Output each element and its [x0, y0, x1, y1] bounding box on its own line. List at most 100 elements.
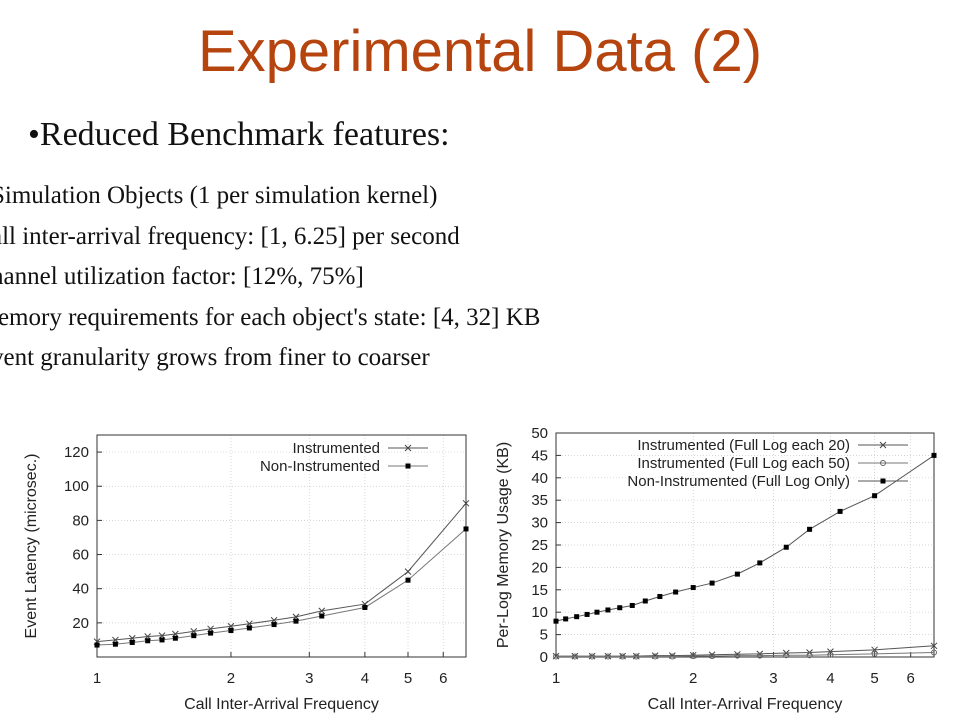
data-point [145, 638, 151, 644]
series-line [556, 652, 935, 658]
data-point [617, 605, 623, 611]
data-point [807, 526, 813, 532]
x-axis-label: Call Inter-Arrival Frequency [648, 696, 843, 713]
x-tick-label: 4 [361, 670, 369, 687]
legend-swatch-marker [404, 444, 412, 452]
data-point [757, 560, 763, 566]
data-point [405, 577, 411, 583]
data-point [404, 568, 412, 575]
series-line [96, 528, 467, 646]
data-point [783, 652, 790, 659]
slide-title: Experimental Data (2) [197, 19, 763, 84]
data-point [734, 652, 741, 659]
y-tick-label: 40 [531, 470, 548, 487]
data-point [642, 598, 648, 604]
x-tick-label: 3 [769, 670, 777, 687]
x-tick-label: 5 [404, 670, 412, 687]
x-tick-label: 1 [93, 670, 101, 687]
series-2 [94, 526, 469, 648]
data-point [931, 649, 937, 656]
y-tick-label: 40 [72, 581, 89, 598]
series-line [96, 502, 467, 643]
legend-label: Instrumented (Full Log each 50) [637, 455, 850, 472]
legend-swatch-marker [405, 463, 411, 469]
bullet-item: lemory requirements for each object's st… [0, 303, 541, 331]
data-point [806, 652, 813, 659]
legend-label: Non-Instrumented (Full Log Only) [627, 473, 850, 490]
y-tick-label: 10 [531, 604, 548, 621]
y-tick-label: 35 [531, 492, 548, 509]
x-tick-label: 3 [305, 670, 313, 687]
data-point [318, 607, 326, 615]
data-point [553, 653, 559, 660]
y-tick-label: 45 [531, 447, 548, 464]
data-point [462, 499, 470, 507]
data-point [652, 653, 659, 660]
y-tick-label: 50 [531, 425, 548, 442]
data-point [208, 630, 214, 636]
slide-subtitle: •Reduced Benchmark features: [28, 116, 450, 153]
plot-frame [96, 434, 467, 658]
data-point [657, 594, 663, 600]
grid-lines [556, 432, 934, 657]
data-point [246, 625, 252, 631]
data-point [756, 652, 763, 659]
legend-label: Instrumented (Full Log each 20) [637, 437, 850, 454]
y-tick-label: 30 [531, 515, 548, 532]
data-point [709, 580, 715, 586]
y-tick-label: 120 [64, 444, 89, 461]
data-point [871, 650, 878, 657]
y-tick-label: 0 [540, 649, 548, 666]
x-axis-label: Call Inter-Arrival Frequency [184, 696, 379, 713]
data-point [362, 604, 368, 610]
y-tick-label: 20 [72, 615, 89, 632]
data-point [589, 653, 596, 660]
data-point [191, 633, 197, 639]
data-point [129, 639, 135, 645]
data-point [629, 602, 635, 608]
legend-swatch-marker [880, 478, 886, 484]
data-point [734, 571, 740, 577]
bullet-item: hannel utilization factor: [12%, 75%] [0, 263, 364, 290]
legend-label: Instrumented [292, 440, 380, 457]
data-point [690, 585, 696, 591]
y-tick-label: 100 [64, 478, 89, 495]
latency-chart: 1 2 3 4 5 6 20 40 60 80 100 120 Call Inter-Arrival F… [23, 434, 470, 713]
data-point [690, 653, 697, 660]
data-point [930, 642, 938, 650]
x-tick-label: 5 [870, 670, 878, 687]
x-tick-label: 1 [552, 670, 560, 687]
data-point [319, 613, 325, 619]
data-point [827, 651, 834, 658]
data-point [159, 637, 165, 643]
data-point [228, 628, 234, 634]
bullet-item: all inter-arrival frequency: [1, 6.25] p… [0, 222, 460, 250]
data-point [94, 642, 100, 648]
y-tick-label: 80 [72, 512, 89, 529]
grid-lines [97, 435, 466, 657]
data-point [571, 653, 578, 660]
series-3 [553, 452, 937, 624]
bullet-list: Simulation Objects (1 per simulation ker… [0, 176, 951, 379]
data-point [783, 544, 789, 550]
bullet-item: Simulation Objects (1 per simulation ker… [0, 182, 438, 209]
x-tick-label: 2 [227, 670, 235, 687]
x-tick-label: 4 [826, 670, 834, 687]
data-point [463, 526, 469, 532]
data-point [563, 616, 569, 622]
legend-swatch-marker [880, 460, 886, 466]
data-point [172, 635, 178, 641]
x-tick-label: 6 [907, 670, 915, 687]
x-tick-label: 2 [689, 670, 697, 687]
y-axis-label: Event Latency (microsec.) [23, 454, 40, 639]
data-point [584, 611, 590, 617]
y-tick-label: 20 [531, 559, 548, 576]
data-point [619, 653, 626, 660]
data-point [604, 653, 611, 660]
legend-swatch-marker [879, 441, 887, 449]
data-point [293, 618, 299, 624]
legend-label: Non-Instrumented [260, 458, 380, 475]
series-2 [553, 649, 937, 660]
